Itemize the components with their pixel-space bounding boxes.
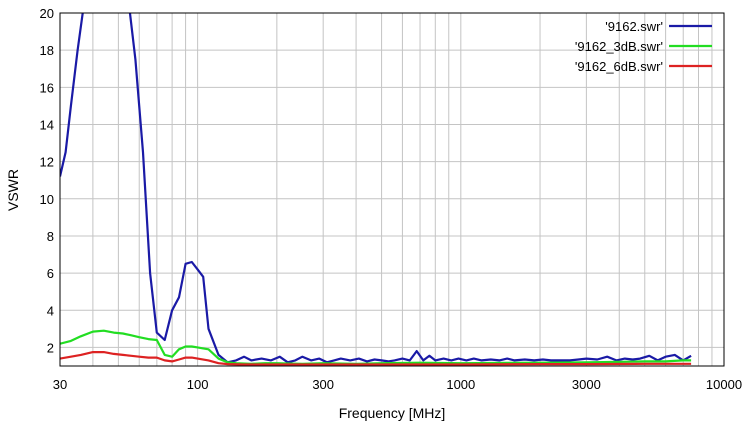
y-tick-label: 20 — [40, 6, 54, 21]
plot-frame — [59, 12, 725, 367]
x-tick-label: 100 — [187, 377, 209, 392]
x-tick-label: 1000 — [446, 377, 475, 392]
y-tick-label: 18 — [40, 43, 54, 58]
legend: '9162.swr' '9162_3dB.swr' '9162_6dB.swr' — [575, 19, 712, 74]
tick-labels: 2 4 6 8 10 12 14 16 18 20 30 100 300 1000 3000 10000 — [40, 6, 743, 392]
series-group — [60, 13, 692, 366]
legend-label: '9162.swr' — [605, 19, 663, 34]
y-axis-label: VSWR — [5, 169, 21, 211]
x-tick-label: 30 — [53, 377, 67, 392]
series-line-3 — [60, 351, 692, 366]
legend-label: '9162_6dB.swr' — [575, 59, 663, 74]
y-tick-label: 12 — [40, 155, 54, 170]
y-tick-label: 8 — [47, 229, 54, 244]
y-tick-label: 10 — [40, 192, 54, 207]
series-line-1 — [60, 13, 692, 364]
y-tick-label: 2 — [47, 340, 54, 355]
y-tick-label: 16 — [40, 80, 54, 95]
grid — [60, 13, 724, 366]
series-line-2 — [60, 329, 692, 365]
x-tick-label: 10000 — [706, 377, 742, 392]
x-axis-label: Frequency [MHz] — [339, 405, 446, 421]
legend-label: '9162_3dB.swr' — [575, 39, 663, 54]
y-tick-label: 6 — [47, 266, 54, 281]
x-tick-label: 300 — [312, 377, 334, 392]
y-tick-label: 14 — [40, 117, 54, 132]
y-tick-label: 4 — [47, 303, 54, 318]
x-tick-label: 3000 — [572, 377, 601, 392]
